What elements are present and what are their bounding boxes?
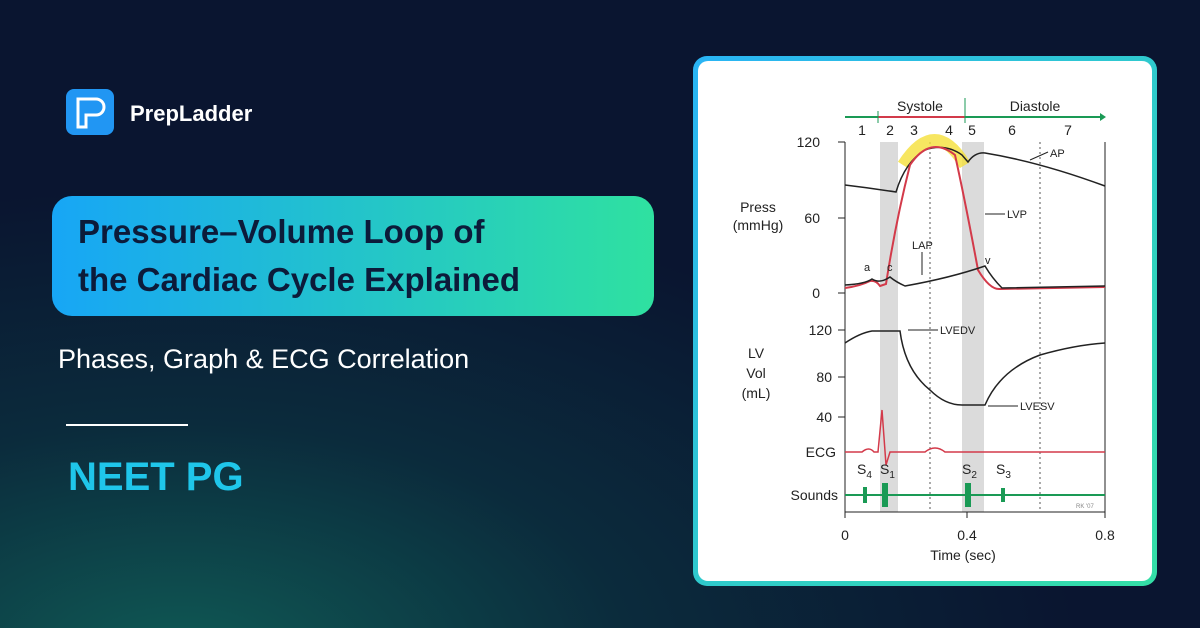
lv-pressure-curve — [844, 146, 1106, 291]
sound-subscript: 3 — [1005, 470, 1011, 481]
lv-volume-curve — [844, 330, 1106, 406]
la-pressure-curve — [844, 265, 1106, 289]
isovolumic-band — [962, 142, 984, 512]
annotation: v — [985, 255, 991, 267]
systole-label: Systole — [897, 98, 943, 114]
shape — [882, 483, 888, 507]
credit: RK '07 — [1076, 504, 1094, 510]
ecg-label: ECG — [806, 444, 836, 460]
phase-bar — [845, 98, 1106, 123]
sound-letter: S — [962, 461, 971, 477]
annotation: LAP — [912, 240, 933, 252]
aortic-pressure-curve — [844, 146, 1106, 193]
sounds-label: Sounds — [791, 487, 838, 503]
time-tick: 0 — [841, 527, 849, 543]
volume-axis-label: (mL) — [742, 385, 771, 401]
shape — [1001, 488, 1005, 502]
logo-glyph — [76, 97, 106, 129]
phase-number: 3 — [910, 122, 918, 138]
ecg-trace — [845, 409, 1105, 466]
logo-icon — [66, 89, 114, 135]
headline-line: the Cardiac Cycle Explained — [78, 261, 520, 298]
sound-labels: S4 S1 S2 S3 — [857, 461, 1011, 481]
sound-name: S4 — [857, 461, 872, 481]
diastole-label: Diastole — [1010, 98, 1061, 114]
sound-subscript: 2 — [971, 470, 977, 481]
pressure-axis-label: Press — [740, 199, 776, 215]
shape — [863, 487, 867, 503]
volume-tick: 40 — [816, 409, 832, 425]
volume-tick: 80 — [816, 369, 832, 385]
volume-axis-label: LV — [748, 345, 765, 361]
card — [698, 61, 1152, 581]
volume-tick: 120 — [809, 322, 833, 338]
time-tick: 0.4 — [957, 527, 977, 543]
sound-name: S1 — [880, 461, 895, 481]
exam: NEET PG — [68, 455, 244, 499]
pressure-tick: 120 — [797, 134, 821, 150]
annotation: LVESV — [1020, 401, 1055, 413]
phase-number: 7 — [1064, 122, 1072, 138]
sound-subscript: 1 — [889, 470, 895, 481]
subtitle: Phases, Graph & ECG Correlation — [58, 344, 469, 374]
phase-number: 6 — [1008, 122, 1016, 138]
time-axis-label: Time (sec) — [930, 547, 996, 563]
sound-letter: S — [857, 461, 866, 477]
annotation: c — [887, 262, 893, 274]
annotation-arrows — [908, 151, 1049, 407]
arrow-head — [1100, 113, 1106, 121]
sound-letter: S — [880, 461, 889, 477]
annotation: LVEDV — [940, 325, 976, 337]
pressure-tick: 60 — [804, 210, 820, 226]
phase-number: 1 — [858, 122, 866, 138]
sound-letter: S — [996, 461, 1005, 477]
shape — [1029, 151, 1049, 161]
headline-line: Pressure–Volume Loop of — [78, 213, 485, 250]
sound-marks — [863, 483, 1005, 507]
time-tick: 0.8 — [1095, 527, 1115, 543]
highlight — [897, 134, 971, 169]
phase-number: 4 — [945, 122, 953, 138]
annotation: a — [864, 262, 871, 274]
axis-ticks — [838, 141, 1106, 518]
sound-subscript: 4 — [866, 470, 872, 481]
volume-axis-label: Vol — [746, 365, 765, 381]
headline-box — [52, 196, 654, 316]
phase-number: 5 — [968, 122, 976, 138]
isovolumic-band — [880, 142, 898, 512]
brand-name: PrepLadder — [130, 101, 253, 126]
shape — [965, 483, 971, 507]
phase-number: 2 — [886, 122, 894, 138]
annotation: AP — [1050, 148, 1065, 160]
sound-name: S3 — [996, 461, 1011, 481]
pressure-tick: 0 — [812, 285, 820, 301]
pressure-axis-label: (mmHg) — [733, 217, 784, 233]
annotation: LVP — [1007, 209, 1027, 221]
sound-name: S2 — [962, 461, 977, 481]
